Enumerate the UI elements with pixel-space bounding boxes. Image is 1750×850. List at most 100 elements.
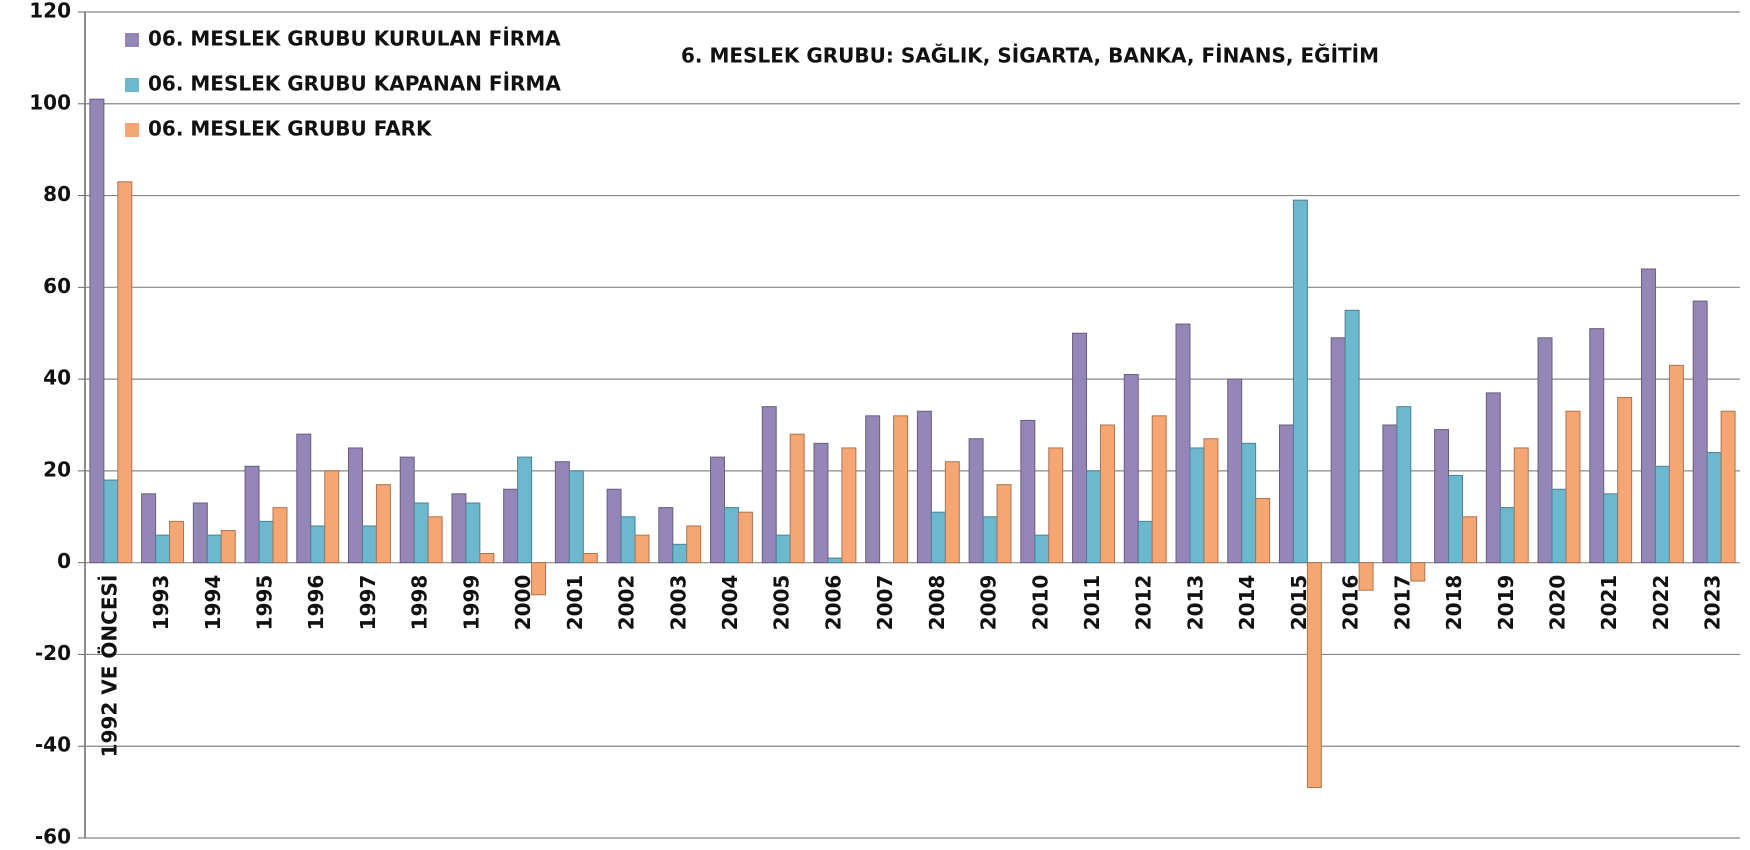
x-tick-label: 2019	[1494, 575, 1518, 631]
x-tick-label: 2010	[1028, 575, 1052, 631]
bar	[427, 516, 443, 564]
bar	[1099, 424, 1115, 564]
bar	[813, 442, 829, 564]
y-tick-label: 120	[29, 0, 71, 23]
bar	[1151, 415, 1167, 564]
bar	[1203, 438, 1219, 564]
x-tick-label: 1999	[459, 575, 483, 631]
bar	[1434, 429, 1450, 564]
bar	[375, 484, 391, 564]
bar	[1462, 516, 1477, 564]
x-tick-label: 2012	[1132, 575, 1156, 631]
bar	[982, 516, 998, 564]
bar	[775, 534, 791, 564]
bar	[789, 433, 805, 564]
legend-swatch	[125, 78, 139, 92]
bar	[1306, 562, 1322, 789]
y-tick-label: -20	[35, 641, 71, 665]
bar	[503, 488, 519, 564]
x-tick-label: 2022	[1649, 575, 1673, 631]
y-tick-label: -40	[35, 733, 71, 757]
bar	[399, 456, 415, 564]
bar	[1706, 452, 1722, 564]
x-tick-label: 2017	[1390, 575, 1414, 631]
legend-label: 06. MESLEK GRUBU FARK	[148, 117, 433, 141]
bar	[568, 470, 584, 564]
bar	[324, 470, 340, 564]
chart-title: 6. MESLEK GRUBU: SAĞLIK, SİGARTA, BANKA,…	[681, 44, 1379, 68]
x-tick-label: 2021	[1597, 575, 1621, 631]
x-tick-label: 2002	[615, 575, 639, 631]
bar	[1551, 488, 1567, 564]
x-tick-label: 2008	[925, 575, 949, 631]
bar	[944, 461, 960, 564]
bar	[531, 562, 547, 596]
y-tick-label: 20	[43, 457, 71, 481]
y-tick-label: 60	[43, 274, 71, 298]
x-tick-label: 2004	[718, 575, 742, 631]
bar	[1396, 406, 1412, 564]
bar	[1227, 378, 1243, 564]
bar	[413, 502, 429, 564]
bar	[710, 456, 726, 564]
bar	[1034, 534, 1050, 564]
bar	[1344, 309, 1360, 564]
bar	[1072, 332, 1088, 564]
x-tick-label: 2018	[1442, 575, 1466, 631]
bar	[451, 493, 467, 564]
bar	[296, 433, 312, 564]
bar	[606, 488, 622, 564]
bar	[117, 181, 133, 564]
x-tick-label: 2014	[1235, 575, 1259, 631]
bar	[916, 410, 932, 564]
bar	[1640, 268, 1656, 564]
x-tick-label: 2023	[1701, 575, 1725, 631]
bar	[348, 447, 363, 564]
legend-label: 06. MESLEK GRUBU KURULAN FİRMA	[148, 27, 561, 51]
bar	[658, 507, 674, 564]
x-tick-label: 2005	[770, 575, 794, 631]
y-tick-label: 100	[29, 90, 71, 114]
bar	[1189, 447, 1205, 564]
bar	[827, 557, 843, 564]
bar	[1123, 374, 1139, 564]
bar	[634, 534, 650, 564]
bar	[1137, 520, 1153, 564]
bar	[1358, 562, 1374, 591]
x-tick-label: 1997	[356, 575, 380, 631]
y-tick-label: 40	[43, 366, 71, 390]
bar	[479, 552, 495, 564]
bar	[724, 507, 739, 564]
bar	[1499, 507, 1515, 564]
y-tick-label: 0	[57, 549, 71, 573]
bar	[141, 493, 157, 564]
bar	[220, 530, 236, 564]
y-tick-label: -60	[35, 825, 71, 849]
bar	[361, 525, 377, 564]
bar	[192, 502, 208, 564]
bar	[310, 525, 326, 564]
bar	[1382, 424, 1398, 564]
bar	[1048, 447, 1064, 564]
bar	[1537, 337, 1553, 564]
bar	[1720, 410, 1736, 564]
bar	[1086, 470, 1101, 564]
bar	[1255, 497, 1271, 564]
bar	[103, 479, 119, 564]
bar	[893, 415, 909, 564]
bar	[1668, 364, 1684, 564]
x-tick-label: 2003	[666, 575, 690, 631]
x-tick-label: 2013	[1183, 575, 1207, 631]
bar	[582, 552, 598, 564]
x-tick-label: 2011	[1080, 575, 1104, 631]
bar	[1617, 396, 1633, 564]
bar	[169, 520, 185, 564]
legend-swatch	[125, 123, 139, 137]
bar	[244, 465, 260, 564]
bar	[620, 516, 636, 564]
x-tick-label: 2007	[873, 575, 897, 631]
bar	[996, 484, 1012, 564]
bar	[1513, 447, 1529, 564]
bar	[865, 415, 881, 564]
